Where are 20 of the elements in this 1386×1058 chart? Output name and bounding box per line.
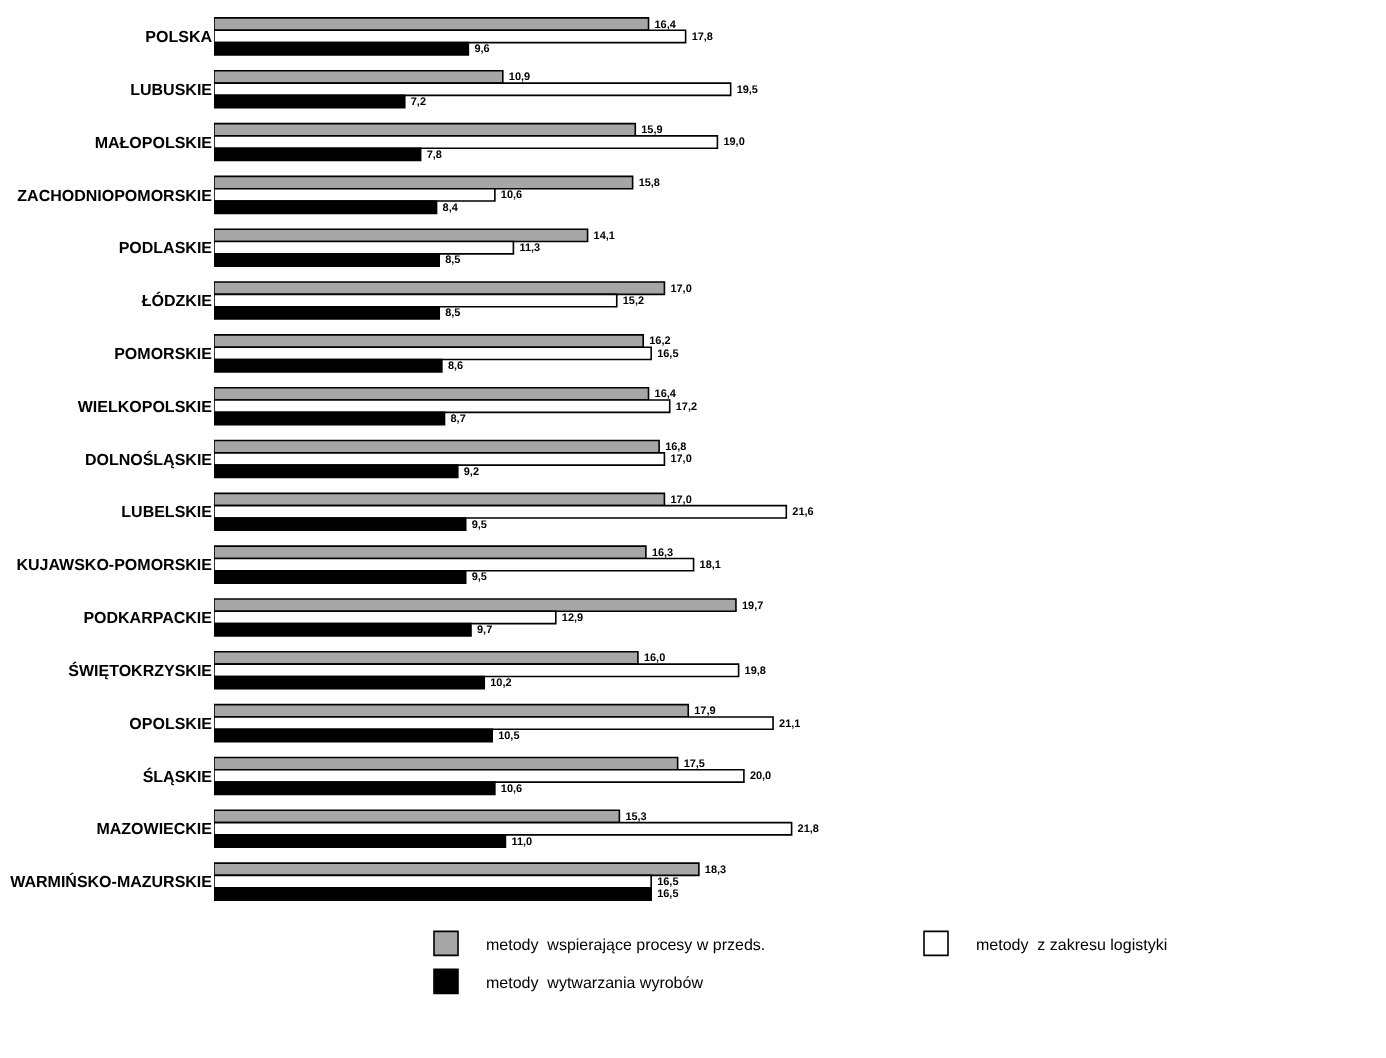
y-tick-label: MAŁOPOLSKIE	[94, 133, 214, 152]
legend-label: metody wspierające procesy w przeds.	[486, 935, 766, 954]
y-tick-label: DOLNOŚLĄSKIE	[84, 448, 214, 469]
y-tick-label: WARMIŃSKO-MAZURSKIE	[10, 871, 214, 892]
y-tick-label: POMORSKIE	[114, 344, 214, 363]
y-tick-label: ZACHODNIOPOMORSKIE	[17, 186, 214, 205]
y-tick-label: PODKARPACKIE	[83, 609, 214, 628]
y-tick-label: POLSKA	[145, 28, 213, 47]
y-tick-label: KUJAWSKO-POMORSKIE	[16, 556, 214, 575]
y-tick-label: MAZOWIECKIE	[96, 820, 214, 839]
y-tick-label: ŁÓDZKIE	[141, 290, 214, 311]
legend-label: metody z zakresu logistyki	[976, 935, 1168, 954]
y-tick-label: OPOLSKIE	[129, 714, 214, 733]
y-tick-label: PODLASKIE	[118, 239, 214, 258]
y-tick-label: ŚLĄSKIE	[142, 765, 214, 786]
legend-label: metody wytwarzania wyrobów	[486, 973, 704, 992]
y-tick-label: ŚWIĘTOKRZYSKIE	[68, 659, 214, 680]
y-tick-label: LUBUSKIE	[130, 80, 214, 99]
y-tick-label: LUBELSKIE	[121, 503, 214, 522]
y-tick-label: WIELKOPOLSKIE	[77, 397, 214, 416]
